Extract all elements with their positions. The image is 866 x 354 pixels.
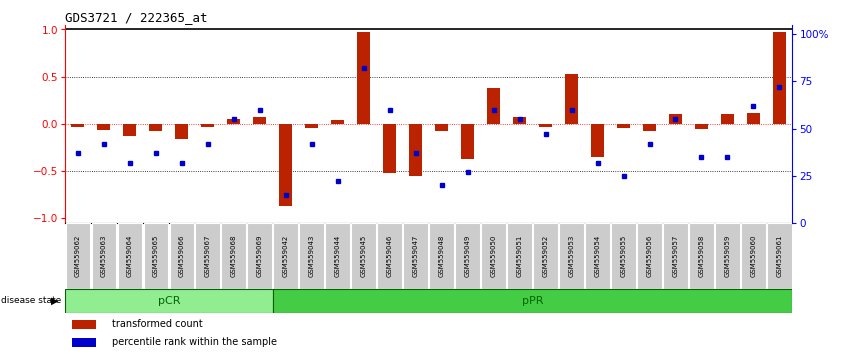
Bar	[404, 223, 428, 289]
Bar	[689, 223, 714, 289]
Text: GSM559068: GSM559068	[231, 234, 236, 277]
Text: GSM559047: GSM559047	[413, 235, 418, 277]
Text: GSM559046: GSM559046	[387, 235, 392, 277]
Bar	[274, 223, 298, 289]
Bar	[227, 119, 240, 124]
Bar	[611, 223, 636, 289]
Text: transformed count: transformed count	[113, 319, 203, 329]
Bar	[72, 320, 95, 329]
Bar	[279, 124, 292, 206]
Text: GSM559057: GSM559057	[673, 235, 678, 277]
Text: GSM559049: GSM559049	[465, 235, 470, 277]
Text: GSM559060: GSM559060	[751, 234, 756, 277]
Bar	[92, 223, 116, 289]
Bar	[565, 74, 578, 124]
Bar	[331, 120, 345, 124]
Text: GSM559051: GSM559051	[517, 235, 522, 277]
Bar	[222, 223, 246, 289]
Bar	[66, 223, 90, 289]
Text: GSM559065: GSM559065	[153, 235, 158, 277]
Text: GSM559055: GSM559055	[621, 235, 626, 277]
Bar	[71, 124, 84, 127]
Text: GSM559052: GSM559052	[543, 235, 548, 277]
Bar	[123, 124, 137, 136]
Bar	[326, 223, 350, 289]
Bar	[201, 124, 214, 127]
Text: GSM559062: GSM559062	[75, 235, 81, 277]
Text: GSM559045: GSM559045	[361, 235, 366, 277]
Bar	[481, 223, 506, 289]
Text: GSM559044: GSM559044	[335, 235, 340, 277]
Text: GSM559064: GSM559064	[127, 235, 132, 277]
Bar	[409, 124, 422, 176]
Bar	[378, 223, 402, 289]
Text: percentile rank within the sample: percentile rank within the sample	[113, 337, 277, 347]
Bar	[772, 32, 786, 124]
Bar	[643, 124, 656, 131]
Text: GSM559042: GSM559042	[283, 235, 288, 277]
Text: GSM559043: GSM559043	[309, 235, 314, 277]
Bar	[456, 223, 480, 289]
Text: GSM559058: GSM559058	[699, 235, 704, 277]
Bar	[118, 223, 142, 289]
Bar	[300, 223, 324, 289]
Text: ▶: ▶	[51, 296, 59, 306]
Text: GSM559050: GSM559050	[491, 235, 496, 277]
Bar	[170, 223, 194, 289]
Bar	[97, 124, 111, 130]
Bar	[149, 124, 163, 131]
Bar	[357, 32, 371, 124]
Bar	[585, 223, 610, 289]
Bar	[196, 223, 220, 289]
Bar	[72, 338, 95, 347]
Bar	[746, 113, 760, 124]
Text: GDS3721 / 222365_at: GDS3721 / 222365_at	[65, 11, 208, 24]
Text: GSM559067: GSM559067	[205, 234, 210, 277]
Text: GSM559066: GSM559066	[179, 234, 184, 277]
Bar	[767, 223, 792, 289]
Bar	[663, 223, 688, 289]
Text: GSM559048: GSM559048	[439, 235, 444, 277]
Text: GSM559053: GSM559053	[569, 235, 574, 277]
Text: GSM559063: GSM559063	[101, 234, 107, 277]
Text: disease state: disease state	[1, 296, 61, 306]
Bar	[533, 223, 558, 289]
Bar	[637, 223, 662, 289]
Text: GSM559054: GSM559054	[595, 235, 600, 277]
Bar	[253, 117, 266, 124]
Bar	[461, 124, 474, 159]
Text: GSM559056: GSM559056	[647, 235, 652, 277]
Bar	[352, 223, 376, 289]
Bar	[559, 223, 584, 289]
Bar	[669, 114, 682, 124]
Bar	[487, 88, 500, 124]
Bar	[695, 124, 708, 129]
Text: GSM559059: GSM559059	[725, 235, 730, 277]
Bar	[383, 124, 396, 173]
Bar	[715, 223, 740, 289]
Text: pPR: pPR	[522, 296, 543, 306]
Bar	[539, 124, 553, 127]
Bar	[273, 289, 792, 313]
Bar	[248, 223, 272, 289]
Bar	[513, 117, 527, 124]
Bar	[435, 124, 449, 131]
Bar	[741, 223, 766, 289]
Text: GSM559069: GSM559069	[257, 234, 262, 277]
Bar	[175, 124, 188, 139]
Bar	[144, 223, 168, 289]
Bar	[507, 223, 532, 289]
Bar	[721, 114, 734, 124]
Bar	[591, 124, 604, 157]
Bar	[430, 223, 454, 289]
Bar	[617, 124, 630, 128]
Bar	[305, 124, 319, 128]
Text: pCR: pCR	[158, 296, 180, 306]
Bar	[65, 289, 273, 313]
Text: GSM559061: GSM559061	[777, 234, 782, 277]
